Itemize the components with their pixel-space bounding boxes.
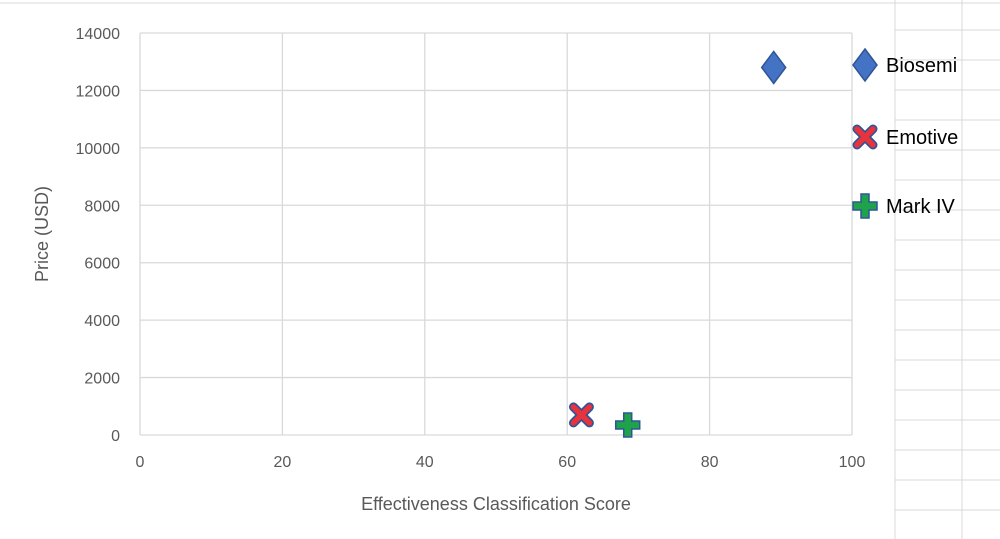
data-point bbox=[760, 50, 787, 85]
legend-marker bbox=[852, 193, 878, 219]
gridlines bbox=[139, 32, 853, 436]
x-tick-label: 80 bbox=[701, 454, 719, 471]
legend-marker bbox=[852, 124, 878, 150]
y-tick-label: 2000 bbox=[84, 371, 120, 388]
legend-label: Biosemi bbox=[886, 55, 957, 77]
x-tick-label: 20 bbox=[274, 454, 292, 471]
data-point bbox=[614, 412, 641, 438]
y-tick-label: 14000 bbox=[76, 26, 121, 43]
data-point bbox=[568, 402, 594, 428]
legend-marker bbox=[852, 47, 878, 83]
legend-label: Emotive bbox=[886, 127, 958, 149]
legend-item: Emotive bbox=[852, 124, 958, 150]
axis-ticks: 0 2000 4000 6000 8000 10000 12000 14000 0 20 40 60 8… bbox=[76, 26, 866, 471]
legend-label: Mark IV bbox=[886, 196, 956, 218]
x-tick-label: 40 bbox=[416, 454, 434, 471]
legend: Biosemi Emotive Mark IV bbox=[852, 47, 958, 219]
x-tick-label: 0 bbox=[136, 454, 145, 471]
x-tick-label: 100 bbox=[839, 454, 866, 471]
y-tick-label: 12000 bbox=[76, 83, 121, 100]
y-tick-label: 6000 bbox=[84, 256, 120, 273]
y-tick-label: 4000 bbox=[84, 313, 120, 330]
y-tick-label: 8000 bbox=[84, 198, 120, 215]
y-axis-title: Price (USD) bbox=[32, 186, 52, 282]
legend-item: Mark IV bbox=[852, 193, 956, 219]
x-tick-label: 60 bbox=[558, 454, 576, 471]
x-axis-title: Effectiveness Classification Score bbox=[361, 494, 631, 514]
legend-item: Biosemi bbox=[852, 47, 957, 83]
y-tick-label: 0 bbox=[111, 428, 120, 445]
y-tick-label: 10000 bbox=[76, 141, 121, 158]
data-points bbox=[568, 50, 787, 438]
